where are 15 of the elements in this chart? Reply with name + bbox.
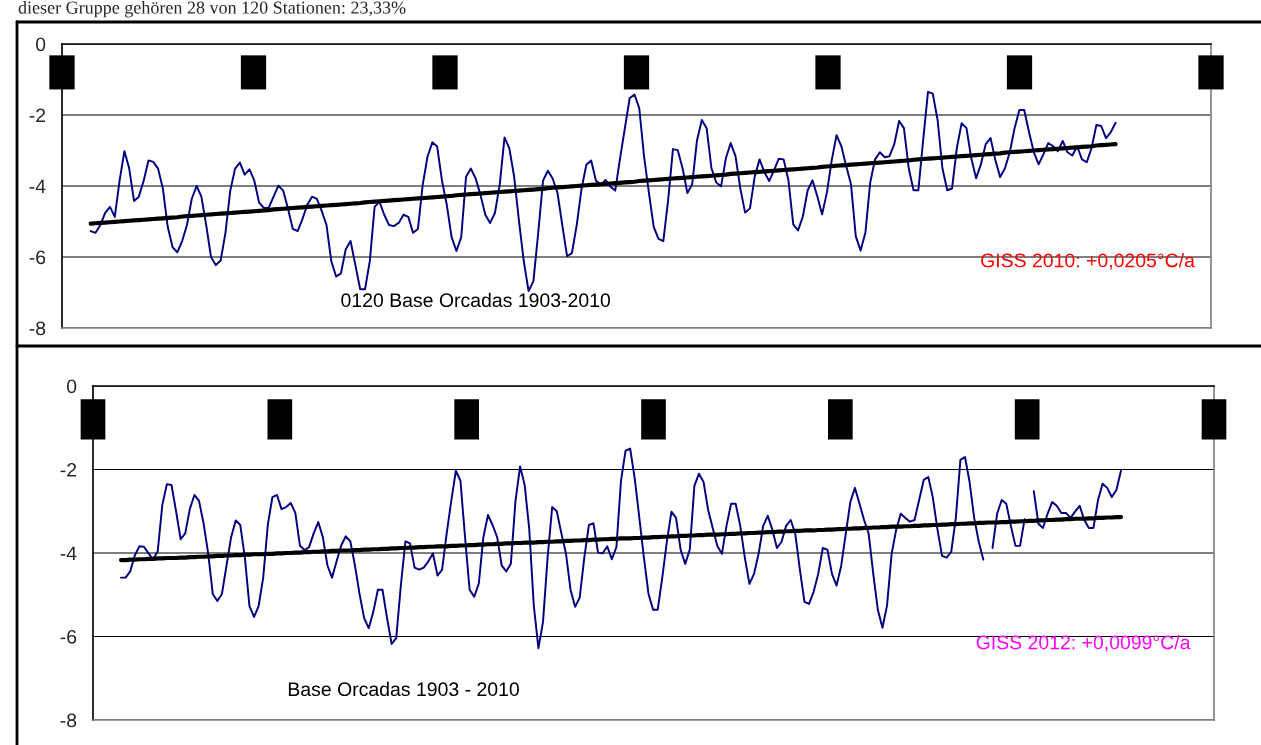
y-tick-label: 0 bbox=[66, 379, 77, 394]
y-tick-label: -6 bbox=[60, 629, 77, 644]
y-tick-label: 0 bbox=[35, 37, 46, 52]
y-tick-label: -2 bbox=[60, 462, 77, 477]
annotation: Base Orcadas 1903 - 2010 bbox=[288, 681, 519, 697]
y-tick-label: -8 bbox=[29, 321, 46, 336]
y-tick-label: -6 bbox=[29, 250, 46, 265]
chart-title: dieser Gruppe gehören 28 von 120 Stationen: 23,33% bbox=[18, 1, 406, 18]
annotation: 0120 Base Orcadas 1903-2010 bbox=[341, 292, 611, 308]
annotation: GISS 2010: +0,0205°C/a bbox=[981, 253, 1195, 270]
y-tick-label: -4 bbox=[29, 179, 46, 194]
y-tick-label: -4 bbox=[60, 546, 77, 561]
y-tick-label: -8 bbox=[60, 713, 77, 728]
annotation: GISS 2012: +0,0099°C/a bbox=[976, 635, 1191, 652]
y-tick-label: -2 bbox=[29, 108, 46, 123]
